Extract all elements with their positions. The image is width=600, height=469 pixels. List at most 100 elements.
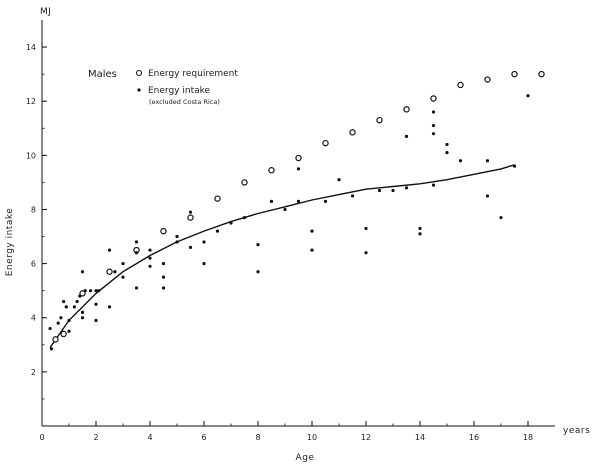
energy-intake-point [161, 262, 166, 266]
energy-intake-point [80, 310, 85, 314]
energy-requirement-point [214, 195, 221, 202]
y-tick-label: 4 [31, 314, 36, 323]
energy-requirement-point [403, 106, 410, 113]
energy-intake-point [94, 302, 98, 306]
energy-requirement-point [295, 154, 302, 162]
energy-intake-point [113, 270, 117, 274]
legend-open-circle-marker [135, 69, 143, 77]
energy-intake-point [269, 199, 274, 203]
energy-requirement-point [106, 268, 113, 275]
energy-intake-point [67, 329, 71, 333]
energy-intake-point [418, 226, 422, 231]
energy-intake-point [445, 142, 449, 147]
axes [41, 20, 555, 427]
data-marks [48, 70, 545, 351]
energy-intake-point [485, 194, 490, 198]
energy-intake-point [364, 226, 368, 231]
y-tick-label: 14 [26, 43, 36, 52]
energy-intake-point [526, 94, 530, 98]
energy-intake-point [107, 305, 112, 309]
x-tick-label: 2 [93, 433, 98, 442]
energy-intake-point [350, 194, 355, 198]
energy-intake-point [485, 159, 490, 163]
x-tick-label: 0 [39, 433, 44, 442]
x-tick-label: 10 [307, 433, 317, 442]
energy-intake-point [202, 262, 206, 266]
energy-intake-point [512, 164, 517, 168]
energy-intake-point [75, 299, 79, 304]
energy-intake-point [404, 134, 409, 138]
y-unit-label: MJ [40, 7, 51, 17]
energy-intake-point [337, 178, 341, 182]
energy-intake-point [283, 207, 287, 212]
energy-intake-point [418, 232, 422, 236]
energy-intake-point [256, 270, 260, 274]
energy-intake-point [499, 215, 503, 220]
energy-intake-point [256, 243, 260, 247]
energy-intake-point [89, 289, 93, 293]
energy-intake-point [134, 240, 139, 244]
energy-requirement-point [376, 116, 383, 124]
x-axis-title: Age [296, 453, 315, 463]
energy-requirement-point [241, 179, 248, 186]
energy-intake-point [431, 110, 436, 114]
energy-intake-point [94, 289, 98, 293]
legend-label-energy-intake: Energy intake [148, 86, 211, 96]
energy-intake-point [458, 159, 463, 163]
energy-requirement-point [160, 227, 167, 235]
legend-label-energy-requirement: Energy requirement [148, 69, 238, 79]
energy-requirement-point [60, 330, 67, 338]
x-tick-label: 4 [147, 433, 152, 442]
energy-intake-point [62, 299, 66, 304]
energy-intake-point [121, 275, 125, 279]
x-tick-label: 16 [469, 433, 479, 442]
y-axis-title: Energy intake [5, 208, 15, 277]
y-tick-label: 12 [26, 97, 36, 106]
x-tick-label: 8 [255, 433, 260, 442]
energy-intake-point [80, 316, 85, 320]
energy-intake-point [175, 240, 179, 244]
energy-intake-point [431, 132, 436, 136]
energy-intake-point [48, 326, 52, 331]
energy-intake-point [188, 210, 193, 214]
energy-intake-point [310, 229, 314, 233]
ticks: 0 2 4 6 8 10 12 14 16 18 2 4 6 8 10 12 14 [26, 43, 533, 442]
energy-intake-point [67, 318, 71, 323]
legend-note-excluded: (excluded Costa Rica) [149, 98, 220, 106]
energy-intake-point [94, 318, 98, 323]
energy-intake-point [175, 234, 179, 239]
energy-requirement-point [187, 214, 194, 221]
x-axis-unit: years [563, 426, 590, 436]
energy-intake-point [431, 183, 436, 187]
energy-requirement-point [430, 95, 437, 102]
energy-intake-point [134, 251, 139, 255]
energy-intake-point [64, 305, 68, 309]
y-tick-label: 8 [31, 205, 36, 214]
energy-requirement-point [457, 81, 464, 89]
legend-dot-marker [137, 88, 141, 92]
energy-intake-point [310, 248, 314, 252]
energy-intake-trend-line [49, 164, 515, 348]
y-tick-label: 10 [26, 151, 36, 160]
energy-intake-point [78, 294, 82, 298]
energy-requirement-point [322, 139, 329, 147]
energy-intake-point [215, 229, 220, 233]
energy-requirement-point [349, 129, 356, 136]
energy-requirement-point [79, 290, 86, 297]
energy-intake-point [72, 305, 76, 309]
energy-intake-point [83, 289, 87, 293]
energy-requirement-point [538, 70, 545, 78]
energy-intake-point [377, 188, 382, 193]
energy-requirement-point [52, 336, 59, 343]
energy-intake-point [59, 316, 63, 320]
energy-intake-point [121, 262, 125, 266]
energy-intake-point [431, 123, 436, 128]
y-tick-label: 6 [31, 260, 36, 269]
x-tick-label: 14 [415, 433, 425, 442]
energy-requirement-point [268, 167, 275, 174]
energy-intake-point [97, 289, 101, 293]
energy-intake-point [323, 199, 328, 203]
energy-intake-point [445, 151, 449, 155]
energy-intake-point [161, 286, 166, 290]
